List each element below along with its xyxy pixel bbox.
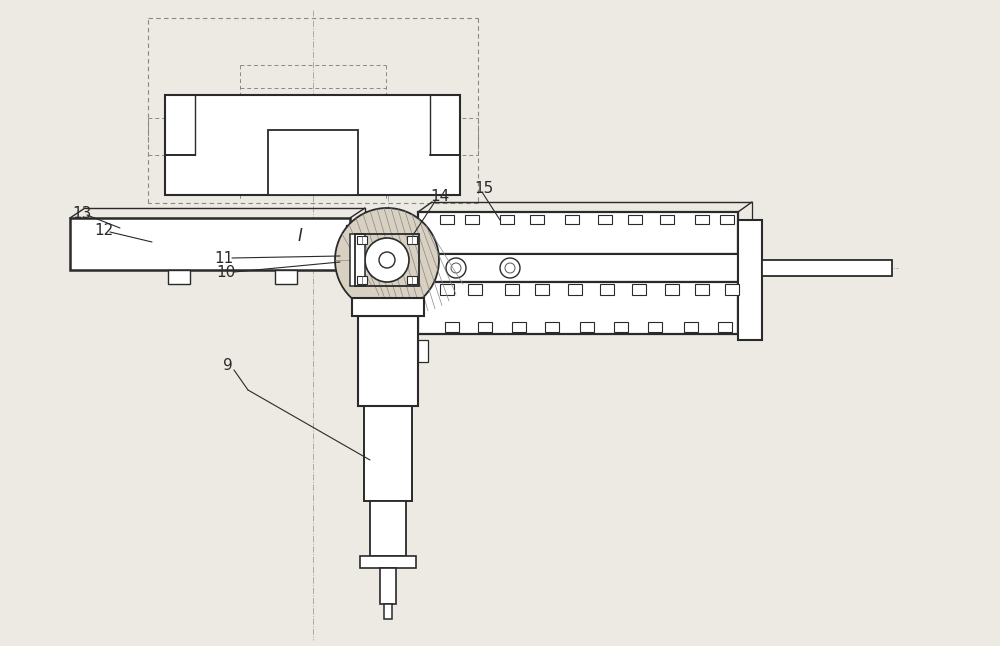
Bar — [384, 604, 392, 619]
Bar — [505, 284, 519, 295]
Bar — [364, 406, 412, 501]
Bar — [168, 270, 190, 284]
Bar — [440, 284, 454, 295]
Bar — [355, 234, 419, 286]
Circle shape — [365, 238, 409, 282]
Bar — [370, 501, 406, 556]
Text: 11: 11 — [214, 251, 234, 266]
Bar — [665, 284, 679, 295]
Bar — [275, 270, 297, 284]
Bar — [600, 284, 614, 295]
Bar — [695, 284, 709, 295]
Bar — [478, 322, 492, 332]
Bar — [545, 322, 559, 332]
Wedge shape — [335, 208, 439, 312]
Bar — [418, 282, 738, 334]
Bar — [684, 322, 698, 332]
Bar — [418, 254, 738, 282]
Bar — [718, 322, 732, 332]
Bar — [632, 284, 646, 295]
Bar — [695, 215, 709, 224]
Text: 15: 15 — [474, 180, 494, 196]
Circle shape — [446, 258, 466, 278]
Bar — [380, 568, 396, 604]
Bar — [357, 276, 367, 284]
Text: 10: 10 — [216, 264, 236, 280]
Bar — [628, 215, 642, 224]
Bar — [352, 298, 424, 316]
Bar — [407, 276, 417, 284]
Bar — [360, 556, 416, 568]
Bar — [468, 284, 482, 295]
Bar — [465, 215, 479, 224]
Bar — [418, 212, 738, 254]
Text: I: I — [298, 227, 302, 245]
Circle shape — [500, 258, 520, 278]
Text: 9: 9 — [223, 357, 233, 373]
Bar — [614, 322, 628, 332]
Bar — [530, 215, 544, 224]
Bar — [568, 284, 582, 295]
Bar — [580, 322, 594, 332]
Bar — [358, 316, 418, 406]
Bar — [70, 218, 350, 270]
Bar — [268, 130, 358, 195]
Bar — [165, 95, 460, 195]
Bar — [762, 260, 892, 276]
Bar — [648, 322, 662, 332]
Bar — [738, 220, 762, 340]
Bar — [598, 215, 612, 224]
Bar — [407, 236, 417, 244]
Text: 13: 13 — [72, 205, 92, 220]
Bar — [346, 225, 358, 243]
Bar — [512, 322, 526, 332]
Bar — [418, 340, 428, 362]
Bar — [445, 322, 459, 332]
Bar — [350, 234, 365, 286]
Bar — [440, 215, 454, 224]
Circle shape — [379, 252, 395, 268]
Bar — [535, 284, 549, 295]
Bar — [660, 215, 674, 224]
Bar — [357, 236, 367, 244]
Bar — [346, 252, 358, 264]
Text: 12: 12 — [94, 222, 114, 238]
Bar — [565, 215, 579, 224]
Bar — [725, 284, 739, 295]
Text: 14: 14 — [430, 189, 450, 203]
Bar — [720, 215, 734, 224]
Bar — [500, 215, 514, 224]
